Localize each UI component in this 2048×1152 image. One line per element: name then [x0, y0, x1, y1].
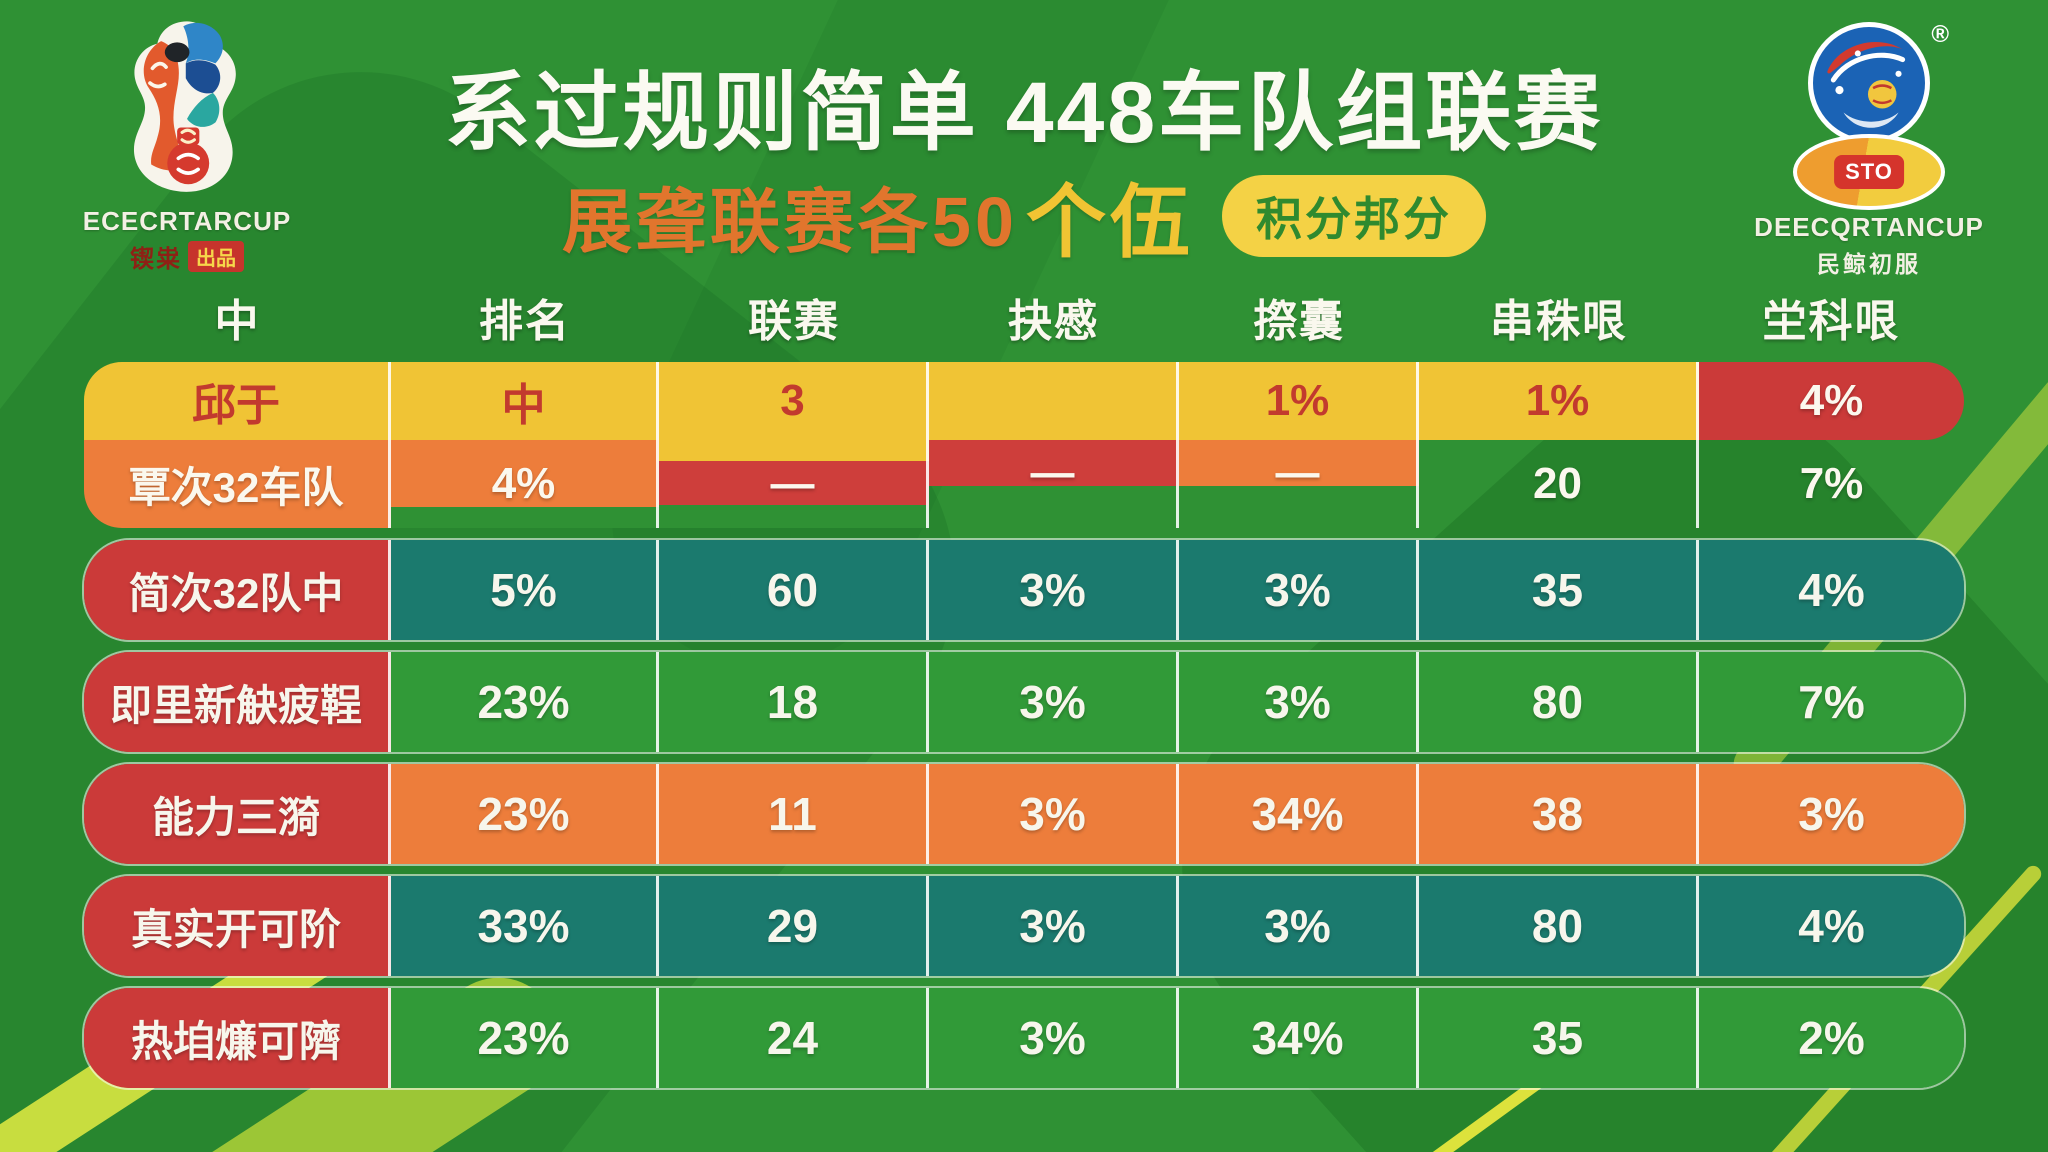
- emblem-swoosh-icon: [1827, 42, 1906, 128]
- column-header: 中: [214, 297, 261, 346]
- table-cell: 60: [659, 540, 929, 640]
- subtitle-yellow-text: 个伍: [1025, 178, 1194, 267]
- table-cell: 3%: [929, 540, 1179, 640]
- table-cell: 中: [391, 362, 659, 440]
- column-header: 抉慼: [1008, 297, 1100, 346]
- table-cell: 35: [1419, 988, 1699, 1088]
- table-cell: 3%: [929, 764, 1179, 864]
- table-cell: 3%: [1179, 652, 1419, 752]
- table-cell: 4%: [1699, 540, 1964, 640]
- right-tournament-logo: ® STO DEECQRTANCUP 民鲸初服: [1734, 21, 2004, 279]
- left-logo-brand-text: ECECRTARCUP: [82, 206, 292, 236]
- table-cell: 34%: [1179, 764, 1419, 864]
- table-cell: 18: [659, 652, 929, 752]
- table-cell: 33%: [391, 876, 659, 976]
- right-logo-sub-text: 民鲸初服: [1817, 251, 1921, 277]
- page-subtitle: 展聋联赛各50 个伍 积分邦分: [0, 158, 2048, 274]
- left-logo-sub-badge: 出品: [188, 241, 244, 272]
- table-cell: [929, 362, 1179, 440]
- table-cell: 2%: [1699, 988, 1964, 1088]
- row-label: 简次32队中: [84, 540, 391, 640]
- registered-mark: ®: [1931, 21, 1949, 48]
- table-row: 覃次32车队 4% — — — 20 7%: [84, 440, 1964, 528]
- table-cell: 23%: [391, 652, 659, 752]
- stats-table: 中 排名 联赛 抉慼 摖囊 串秼哏 坣科哏 邱于 中 3 1% 1% 4% 覃次…: [84, 276, 1964, 1088]
- table-row: 热垍燫可隮 23% 24 3% 34% 35 2%: [84, 988, 1964, 1088]
- table-cell: 4%: [1699, 362, 1964, 440]
- table-cell: 1%: [1179, 362, 1419, 440]
- table-cell: 7%: [1699, 652, 1964, 752]
- row-label: 热垍燫可隮: [84, 988, 391, 1088]
- table-cell: —: [929, 440, 1179, 528]
- table-cell: 3%: [929, 876, 1179, 976]
- page-title: 系过规则简单 448车队组联赛: [444, 65, 1604, 161]
- table-header-row: 中 排名 联赛 抉慼 摖囊 串秼哏 坣科哏: [84, 276, 1964, 358]
- table-cell: 3%: [1179, 876, 1419, 976]
- table-row: 即里新觖疲鞓 23% 18 3% 3% 80 7%: [84, 652, 1964, 752]
- row-label: 即里新觖疲鞓: [84, 652, 391, 752]
- trophy-logo-icon: [133, 21, 236, 192]
- table-cell: 38: [1419, 764, 1699, 864]
- table-cell: 20: [1419, 440, 1699, 528]
- table-cell: 3%: [1699, 764, 1964, 864]
- column-header: 联赛: [748, 297, 840, 346]
- table-cell: 4%: [1699, 876, 1964, 976]
- table-cell: 34%: [1179, 988, 1419, 1088]
- table-cell: —: [659, 440, 929, 528]
- table-cell: 35: [1419, 540, 1699, 640]
- row-label: 真实开可阶: [84, 876, 391, 976]
- table-cell: 11: [659, 764, 929, 864]
- table-row: 真实开可阶 33% 29 3% 3% 80 4%: [84, 876, 1964, 976]
- table-cell: 4%: [391, 440, 659, 528]
- left-logo-sub-text: 锲粜: [130, 246, 182, 273]
- left-logo-subtitle: 锲粜 出品: [52, 239, 322, 274]
- table-row: 简次32队中 5% 60 3% 3% 35 4%: [84, 540, 1964, 640]
- table-cell: 23%: [391, 764, 659, 864]
- right-logo-oval: STO: [1793, 134, 1945, 210]
- table-cell: 29: [659, 876, 929, 976]
- table-cell: 5%: [391, 540, 659, 640]
- table-cell: 3: [659, 362, 929, 440]
- table-cell: 24: [659, 988, 929, 1088]
- right-logo-emblem: ®: [1808, 21, 1949, 144]
- right-logo-oval-text: STO: [1834, 155, 1904, 189]
- row-label: 邱于: [84, 362, 391, 440]
- right-logo-brand-text: DEECQRTANCUP: [1754, 212, 1984, 242]
- table-cell: 80: [1419, 876, 1699, 976]
- column-header: 串秼哏: [1490, 297, 1628, 346]
- table-cell: 1%: [1419, 362, 1699, 440]
- table-row: 邱于 中 3 1% 1% 4%: [84, 362, 1964, 440]
- column-header: 排名: [479, 297, 571, 346]
- table-cell: 3%: [1179, 540, 1419, 640]
- points-badge: 积分邦分: [1221, 175, 1486, 257]
- table-cell: 80: [1419, 652, 1699, 752]
- table-row: 能力三漪 23% 11 3% 34% 38 3%: [84, 764, 1964, 864]
- row-label: 能力三漪: [84, 764, 391, 864]
- left-tournament-logo: ECECRTARCUP 锲粜 出品: [52, 14, 322, 274]
- table-cell: 3%: [929, 988, 1179, 1088]
- table-cell: 3%: [929, 652, 1179, 752]
- table-cell: —: [1179, 440, 1419, 528]
- subtitle-orange-text: 展聋联赛各50: [562, 182, 1018, 261]
- table-cell: 7%: [1799, 459, 1864, 508]
- column-header: 坣科哏: [1762, 297, 1901, 346]
- row-label: 覃次32车队: [84, 440, 391, 528]
- table-cell: 23%: [391, 988, 659, 1088]
- column-header: 摖囊: [1253, 297, 1345, 346]
